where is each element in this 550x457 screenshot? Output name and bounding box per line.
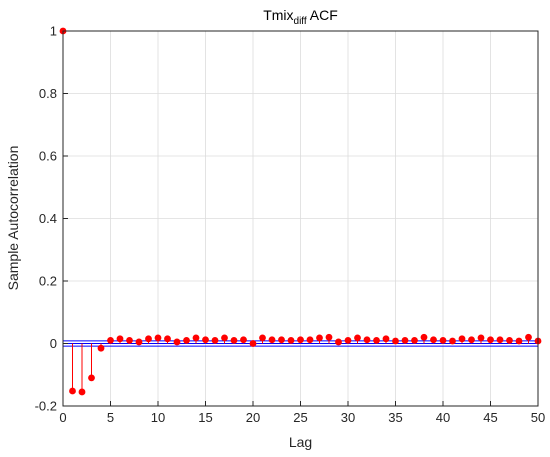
y-tick-label: 0.2 — [39, 274, 57, 289]
stem-marker — [173, 338, 181, 346]
stem-marker — [154, 334, 162, 342]
x-tick-label: 45 — [483, 410, 497, 425]
stem-marker — [107, 336, 114, 344]
stem-marker — [316, 334, 323, 342]
x-tick-label: 35 — [388, 410, 402, 425]
x-tick-label: 30 — [341, 410, 355, 425]
stem-marker — [344, 336, 352, 344]
stem-marker — [287, 336, 295, 344]
stem-marker — [401, 336, 409, 344]
chart-title-base: Tmix — [263, 7, 293, 23]
axes-box — [62, 30, 539, 407]
stem-marker — [240, 336, 247, 344]
y-tick-label: 1 — [50, 24, 57, 39]
stem-marker — [278, 336, 285, 344]
stem-marker — [230, 336, 238, 344]
chart-title: Tmixdiff ACF — [263, 7, 338, 27]
stem-marker — [78, 388, 86, 396]
y-tick-label: 0 — [50, 336, 57, 351]
y-tick-label: 0.8 — [39, 86, 57, 101]
stem-marker — [325, 333, 333, 341]
stem-marker — [126, 336, 133, 344]
x-axis-label: Lag — [289, 434, 312, 450]
stem-marker — [458, 335, 466, 343]
stem-marker — [363, 336, 371, 344]
stem-marker — [211, 336, 219, 344]
x-tick-label: 5 — [107, 410, 114, 425]
stem-marker — [392, 337, 399, 345]
stem-marker — [420, 333, 428, 341]
x-tick-labels: 0 5 10 15 20 25 30 35 40 45 50 — [59, 410, 545, 425]
x-tick-label: 50 — [531, 410, 545, 425]
stem-marker — [439, 336, 447, 344]
stem-marker — [259, 334, 266, 342]
stem-marker — [354, 334, 361, 342]
stem-marker — [297, 336, 304, 344]
stem-marker — [373, 336, 380, 344]
stem-marker — [477, 334, 485, 342]
stem-marker — [306, 336, 314, 344]
x-tick-label: 20 — [246, 410, 260, 425]
stem-marker — [411, 336, 418, 344]
chart-title-subscript: diff — [294, 16, 307, 27]
axes-frame — [62, 30, 539, 407]
y-tick-label: 0.6 — [39, 149, 57, 164]
stem-marker — [116, 335, 124, 343]
stem-marker — [449, 337, 456, 345]
stem-marker — [69, 387, 76, 395]
stem-marker — [525, 333, 532, 341]
y-tick-labels: -0.2 0 0.2 0.4 0.6 0.8 1 — [35, 24, 57, 414]
x-tick-label: 10 — [151, 410, 165, 425]
stem-marker — [221, 334, 228, 342]
stem-marker — [515, 337, 523, 345]
stem-marker — [145, 335, 152, 343]
stem-marker — [268, 336, 276, 344]
stem-marker — [135, 338, 143, 346]
y-axis-label: Sample Autocorrelation — [5, 146, 21, 291]
stem-marker — [97, 344, 105, 352]
stem-marker — [88, 374, 95, 382]
stem-marker — [164, 335, 171, 343]
y-tick-label: -0.2 — [35, 399, 57, 414]
stem-marker — [430, 336, 437, 344]
x-tick-label: 25 — [293, 410, 307, 425]
y-tick-label: 0.4 — [39, 211, 57, 226]
chart-title-suffix: ACF — [307, 7, 338, 23]
stem-marker — [506, 336, 513, 344]
stem-marker — [249, 340, 257, 347]
stem-marker — [192, 334, 200, 342]
stem-marker — [183, 336, 190, 344]
x-tick-label: 40 — [436, 410, 450, 425]
stem-marker — [202, 336, 209, 344]
stem-marker — [335, 338, 342, 346]
stem-marker — [496, 336, 504, 344]
x-tick-label: 0 — [59, 410, 66, 425]
stem-marker — [468, 336, 475, 344]
x-tick-label: 15 — [198, 410, 212, 425]
stem-marker — [382, 335, 390, 343]
stem-marker — [487, 336, 494, 344]
